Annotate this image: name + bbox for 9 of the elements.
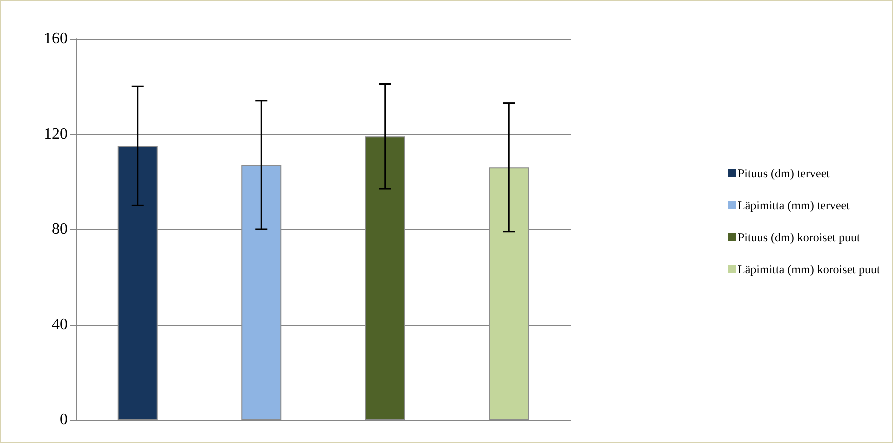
y-tick-label: 120 — [44, 126, 68, 143]
y-tick-label: 40 — [52, 316, 68, 334]
legend-label: Pituus (dm) terveet — [738, 166, 831, 180]
y-tick-label: 160 — [44, 30, 68, 48]
legend-label: Pituus (dm) koroiset puut — [738, 230, 861, 244]
legend-label: Läpimitta (mm) terveet — [738, 198, 851, 212]
y-tick-label: 0 — [60, 412, 68, 428]
y-tick-label: 80 — [52, 221, 68, 238]
legend-label: Läpimitta (mm) koroiset puut — [738, 262, 881, 276]
